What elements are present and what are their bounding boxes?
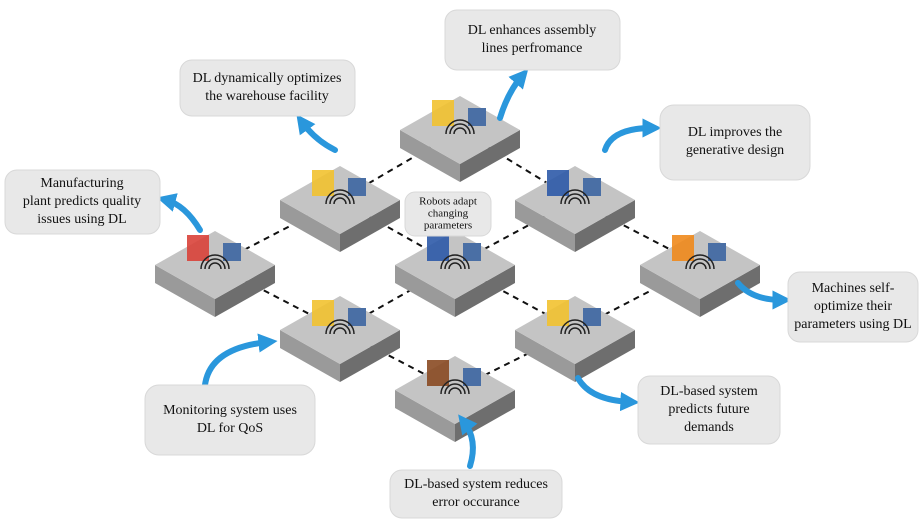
- callout-box: [180, 60, 355, 116]
- callout-text: predicts future: [668, 402, 749, 417]
- callout-text: Machines self-: [812, 281, 895, 296]
- callout-box: [445, 10, 620, 70]
- diagram: DL enhances assembly lines perfromance D…: [0, 0, 920, 520]
- building: [187, 235, 209, 261]
- callout-text: Manufacturing: [40, 176, 123, 191]
- building: [348, 308, 366, 326]
- callout-text: plant predicts quality: [23, 194, 141, 209]
- callout-text: optimize their: [814, 299, 892, 314]
- callout-text: error occurance: [432, 495, 519, 510]
- building: [348, 178, 366, 196]
- callout-text: DL dynamically optimizes: [193, 71, 342, 86]
- building: [463, 368, 481, 386]
- building: [223, 243, 241, 261]
- center-text: parameters: [424, 220, 472, 232]
- building: [312, 300, 334, 326]
- building: [427, 360, 449, 386]
- building: [427, 235, 449, 261]
- callout-box: [145, 385, 315, 455]
- callout-text: DL for QoS: [197, 421, 263, 436]
- callout-text: generative design: [686, 143, 784, 158]
- building: [547, 170, 569, 196]
- building: [432, 100, 454, 126]
- building: [672, 235, 694, 261]
- center-text: Robots adapt: [419, 196, 477, 208]
- building: [463, 243, 481, 261]
- building: [468, 108, 486, 126]
- building: [583, 178, 601, 196]
- callout-text: DL improves the: [688, 125, 782, 140]
- callout-text: lines perfromance: [482, 41, 583, 56]
- building: [312, 170, 334, 196]
- callout-text: DL-based system: [660, 384, 758, 399]
- building: [708, 243, 726, 261]
- building: [547, 300, 569, 326]
- center-text: changing: [428, 208, 469, 220]
- callout-text: parameters using DL: [794, 317, 911, 332]
- callout-text: the warehouse facility: [205, 89, 329, 104]
- callout-text: DL-based system reduces: [404, 477, 548, 492]
- building: [583, 308, 601, 326]
- callout-text: issues using DL: [37, 212, 126, 227]
- callout-text: DL enhances assembly: [468, 23, 597, 38]
- callout-text: demands: [684, 420, 734, 435]
- callout-text: Monitoring system uses: [163, 403, 297, 418]
